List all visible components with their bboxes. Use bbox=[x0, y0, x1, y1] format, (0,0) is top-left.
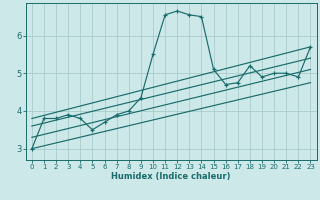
X-axis label: Humidex (Indice chaleur): Humidex (Indice chaleur) bbox=[111, 172, 231, 181]
